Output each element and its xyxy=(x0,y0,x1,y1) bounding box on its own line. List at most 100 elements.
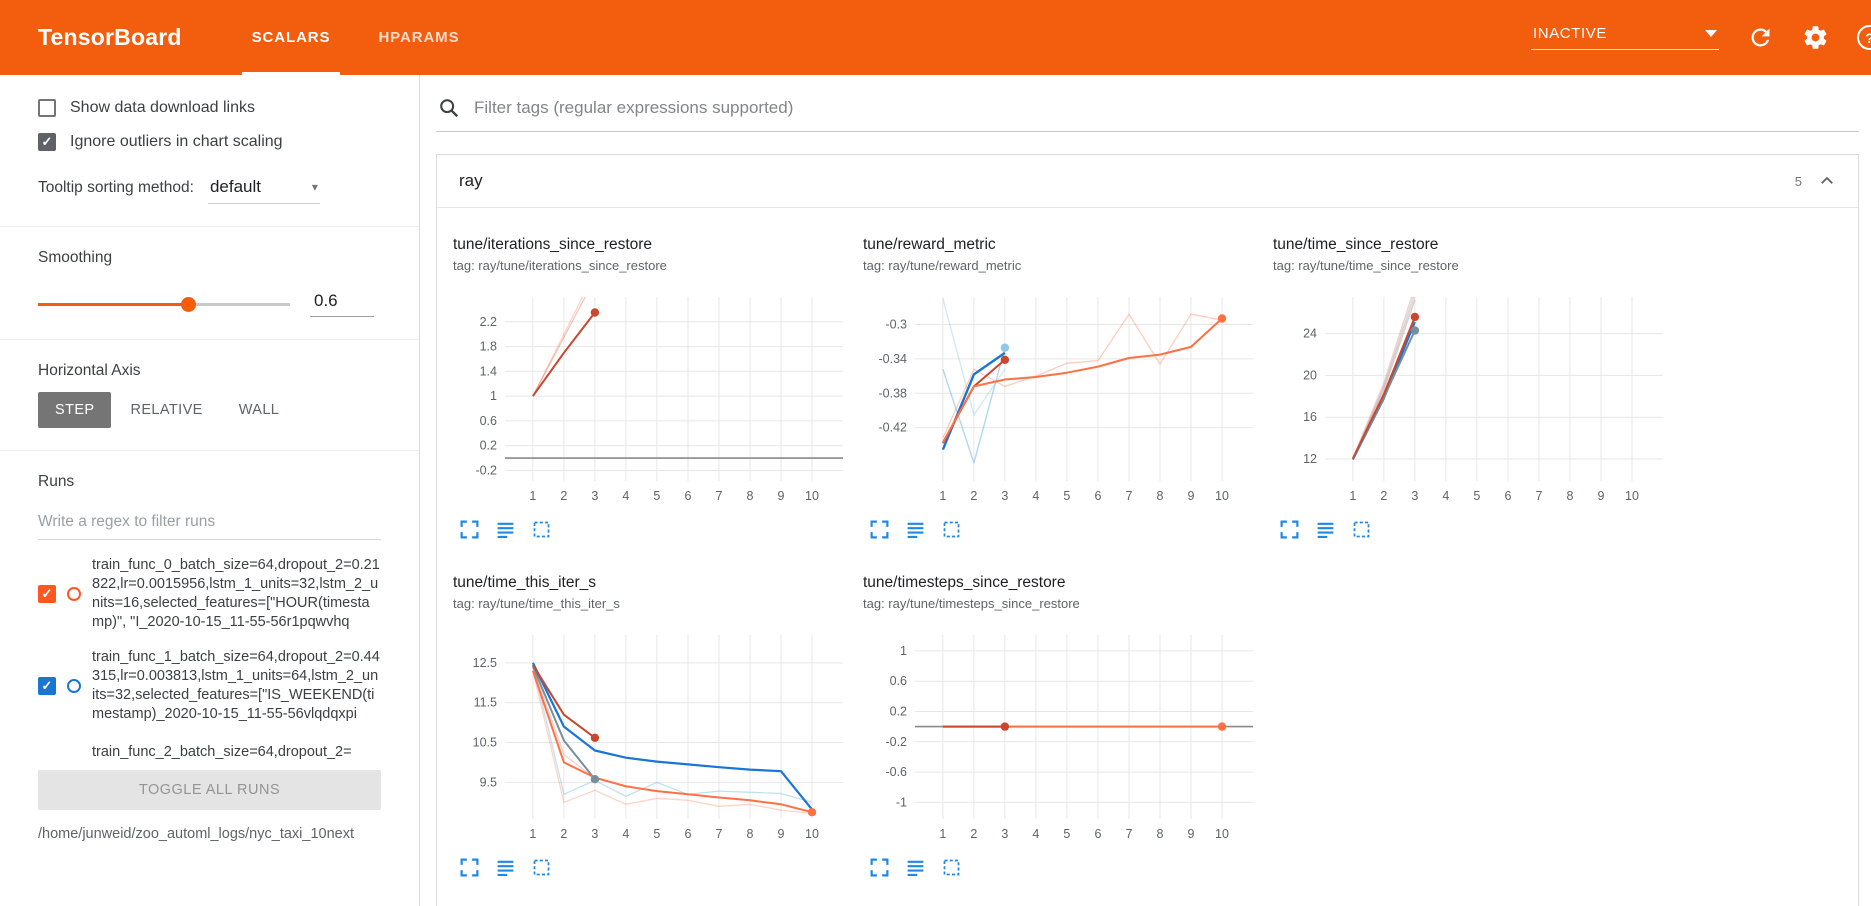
tag-filter-input[interactable] xyxy=(472,97,1857,119)
status-dropdown[interactable]: INACTIVE xyxy=(1531,25,1719,50)
line-chart[interactable]: -0.42 -0.38 -0.34 -0.3 1 2 3 4 5 6 7 8 9 10 xyxy=(863,285,1263,513)
svg-text:11.5: 11.5 xyxy=(474,696,497,710)
chart-tag: tag: ray/tune/time_since_restore xyxy=(1273,258,1459,273)
chart-toolbar xyxy=(863,857,1263,878)
divider xyxy=(0,450,419,451)
run-color-circle[interactable] xyxy=(67,679,81,693)
chart-tag: tag: ray/tune/time_this_iter_s xyxy=(453,596,620,611)
expand-chart-icon[interactable] xyxy=(869,857,890,878)
runs-list: ✓ train_func_0_batch_size=64,dropout_2=0… xyxy=(38,556,381,762)
app-header: TensorBoard SCALARS HPARAMS INACTIVE ? xyxy=(0,0,1871,75)
svg-text:-1: -1 xyxy=(896,795,907,809)
svg-text:-0.42: -0.42 xyxy=(879,421,908,435)
svg-text:3: 3 xyxy=(591,489,598,503)
expand-chart-icon[interactable] xyxy=(459,857,480,878)
runs-label: Runs xyxy=(38,473,75,490)
svg-text:10.5: 10.5 xyxy=(473,736,497,750)
svg-text:0.6: 0.6 xyxy=(480,414,497,428)
svg-text:1: 1 xyxy=(1349,489,1356,503)
svg-text:5: 5 xyxy=(653,489,660,503)
fit-domain-icon[interactable] xyxy=(531,519,552,540)
svg-text:3: 3 xyxy=(1001,827,1008,841)
expand-chart-icon[interactable] xyxy=(1279,519,1300,540)
show-download-links-checkbox[interactable] xyxy=(38,99,56,117)
help-icon[interactable]: ? xyxy=(1857,25,1871,50)
data-table-icon[interactable] xyxy=(905,857,926,878)
ignore-outliers-checkbox[interactable]: ✓ xyxy=(38,133,56,151)
expand-chart-icon[interactable] xyxy=(869,519,890,540)
fit-domain-icon[interactable] xyxy=(941,857,962,878)
chart-tag: tag: ray/tune/iterations_since_restore xyxy=(453,258,667,273)
tooltip-sort-dropdown[interactable]: default ▾ xyxy=(207,175,320,204)
checkbox-label: Show data download links xyxy=(70,99,256,116)
settings-gear-icon[interactable] xyxy=(1802,24,1829,51)
axis-relative-button[interactable]: RELATIVE xyxy=(113,392,219,428)
line-chart[interactable]: 9.5 10.5 11.5 12.5 1 2 3 4 5 6 7 8 9 10 xyxy=(453,623,853,851)
refresh-icon[interactable] xyxy=(1747,24,1774,51)
search-icon xyxy=(440,99,459,118)
svg-text:4: 4 xyxy=(622,827,629,841)
chart-card: tune/iterations_since_restore tag: ray/t… xyxy=(453,236,853,540)
svg-text:9.5: 9.5 xyxy=(480,775,497,789)
data-table-icon[interactable] xyxy=(495,519,516,540)
expand-chart-icon[interactable] xyxy=(459,519,480,540)
chart-card: tune/reward_metric tag: ray/tune/reward_… xyxy=(863,236,1263,540)
smoothing-slider[interactable] xyxy=(38,296,290,312)
run-item[interactable]: ✓ train_func_1_batch_size=64,dropout_2=0… xyxy=(38,648,381,724)
tab-scalars[interactable]: SCALARS xyxy=(228,0,355,75)
data-table-icon[interactable] xyxy=(495,857,516,878)
svg-text:5: 5 xyxy=(1063,489,1070,503)
charts-grid: tune/iterations_since_restore tag: ray/t… xyxy=(437,208,1858,906)
smoothing-label: Smoothing xyxy=(38,249,113,266)
run-item[interactable]: ✓ train_func_2_batch_size=64,dropout_2= xyxy=(92,742,381,762)
svg-text:3: 3 xyxy=(591,827,598,841)
svg-text:2: 2 xyxy=(560,827,567,841)
svg-text:8: 8 xyxy=(1157,489,1164,503)
run-checkbox[interactable]: ✓ xyxy=(38,677,56,695)
header-tabs: SCALARS HPARAMS xyxy=(228,0,484,75)
svg-text:5: 5 xyxy=(1473,489,1480,503)
svg-text:7: 7 xyxy=(1126,827,1133,841)
svg-text:1.8: 1.8 xyxy=(480,340,497,354)
chart-title: tune/time_this_iter_s xyxy=(453,574,597,591)
collapse-category-icon[interactable] xyxy=(1818,172,1836,190)
log-path: /home/junweid/zoo_automl_logs/nyc_taxi_1… xyxy=(38,826,354,842)
smoothing-value-input[interactable]: 0.6 xyxy=(310,291,374,317)
category-header[interactable]: ray 5 xyxy=(437,155,1858,208)
svg-text:2: 2 xyxy=(1380,489,1387,503)
fit-domain-icon[interactable] xyxy=(1351,519,1372,540)
category-title[interactable]: ray xyxy=(459,171,483,190)
svg-text:24: 24 xyxy=(1303,327,1317,341)
line-chart[interactable]: -1 -0.6 -0.2 0.2 0.6 1 1 2 3 4 5 6 7 8 9 10 xyxy=(863,623,1263,851)
run-checkbox[interactable]: ✓ xyxy=(38,585,56,603)
run-item[interactable]: ✓ train_func_0_batch_size=64,dropout_2=0… xyxy=(38,556,381,632)
svg-text:6: 6 xyxy=(1505,489,1512,503)
data-table-icon[interactable] xyxy=(1315,519,1336,540)
slider-thumb[interactable] xyxy=(181,297,197,312)
svg-text:1: 1 xyxy=(529,489,536,503)
svg-text:4: 4 xyxy=(1032,827,1039,841)
svg-text:10: 10 xyxy=(1215,827,1229,841)
svg-text:8: 8 xyxy=(747,489,754,503)
slider-fill xyxy=(38,303,190,306)
checkbox-label: Ignore outliers in chart scaling xyxy=(70,133,283,150)
axis-wall-button[interactable]: WALL xyxy=(222,392,297,428)
svg-text:0.2: 0.2 xyxy=(890,705,907,719)
toggle-all-runs-button[interactable]: TOGGLE ALL RUNS xyxy=(38,770,381,810)
header-actions: INACTIVE ? xyxy=(1531,0,1871,75)
chart-title: tune/time_since_restore xyxy=(1273,236,1439,253)
runs-filter-input[interactable] xyxy=(38,507,381,540)
tab-hparams[interactable]: HPARAMS xyxy=(378,29,460,46)
line-chart[interactable]: -0.2 0.2 0.6 1 1.4 1.8 2.2 1 2 3 4 5 6 7 8 9 10 xyxy=(453,285,853,513)
run-color-circle[interactable] xyxy=(67,587,81,601)
fit-domain-icon[interactable] xyxy=(941,519,962,540)
axis-step-button[interactable]: STEP xyxy=(38,392,112,428)
svg-text:8: 8 xyxy=(747,827,754,841)
fit-domain-icon[interactable] xyxy=(531,857,552,878)
svg-text:9: 9 xyxy=(778,827,785,841)
svg-text:4: 4 xyxy=(1032,489,1039,503)
data-table-icon[interactable] xyxy=(905,519,926,540)
chart-card: tune/timesteps_since_restore tag: ray/tu… xyxy=(863,574,1263,878)
chart-title: tune/timesteps_since_restore xyxy=(863,574,1066,591)
